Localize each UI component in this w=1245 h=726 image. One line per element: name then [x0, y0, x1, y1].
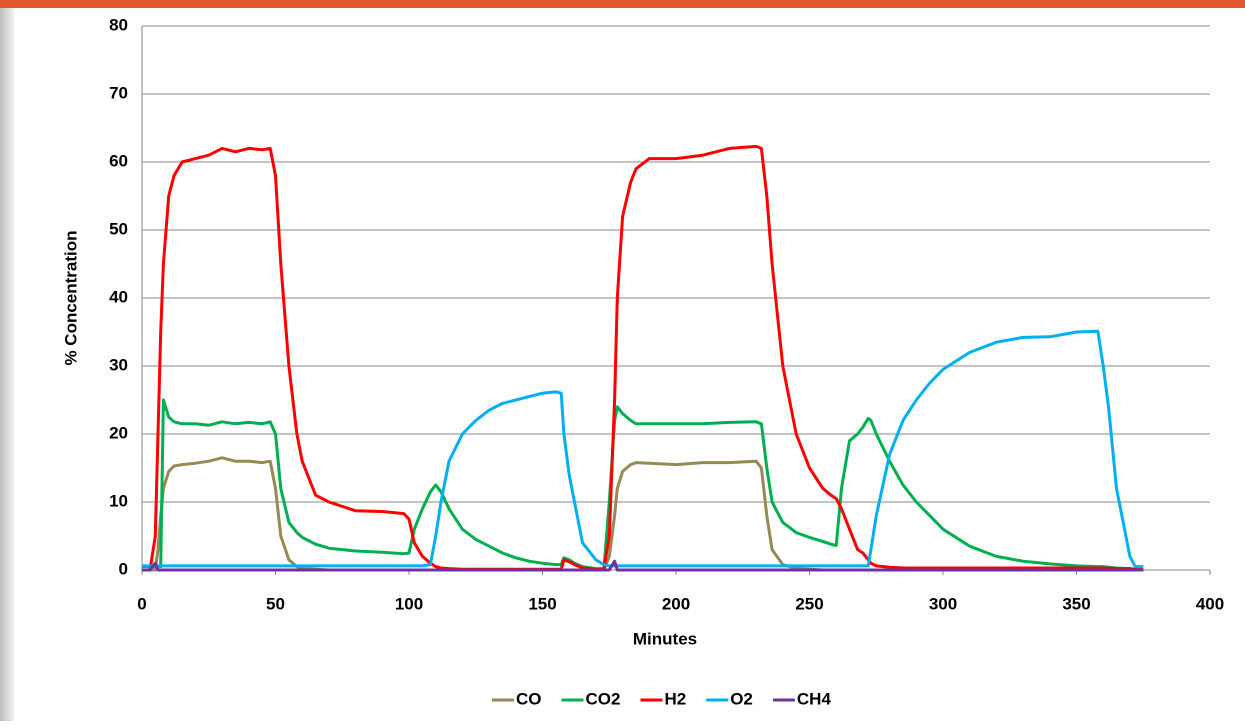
x-tick-label: 0 — [137, 594, 146, 613]
y-tick-label: 10 — [109, 491, 128, 510]
x-tick-label: 300 — [929, 594, 957, 613]
x-tick-label: 250 — [795, 594, 823, 613]
side-bar — [0, 8, 14, 721]
y-tick-label: 70 — [109, 83, 128, 102]
x-tick-label: 200 — [662, 594, 690, 613]
x-tick-label: 350 — [1062, 594, 1090, 613]
y-tick-label: 30 — [109, 355, 128, 374]
x-tick-label: 50 — [266, 594, 285, 613]
legend-label: CH4 — [797, 689, 832, 708]
x-axis-label: Minutes — [633, 629, 697, 648]
top-bar — [0, 0, 1245, 8]
x-tick-label: 100 — [395, 594, 423, 613]
legend-label: H2 — [664, 689, 686, 708]
series-line — [142, 456, 1144, 572]
series-line — [142, 559, 1144, 572]
legend-label: CO — [516, 689, 542, 708]
y-tick-label: 20 — [109, 423, 128, 442]
series-line — [142, 329, 1144, 569]
y-tick-label: 0 — [119, 559, 128, 578]
x-tick-label: 400 — [1196, 594, 1224, 613]
x-tick-label: 150 — [528, 594, 556, 613]
legend-label: CO2 — [586, 689, 621, 708]
y-tick-label: 80 — [109, 15, 128, 34]
y-axis-label: % Concentration — [61, 230, 80, 365]
series-line — [142, 144, 1144, 572]
legend-label: O2 — [730, 689, 753, 708]
series-line — [142, 398, 1144, 571]
y-tick-label: 50 — [109, 219, 128, 238]
y-tick-label: 40 — [109, 287, 128, 306]
y-tick-label: 60 — [109, 151, 128, 170]
